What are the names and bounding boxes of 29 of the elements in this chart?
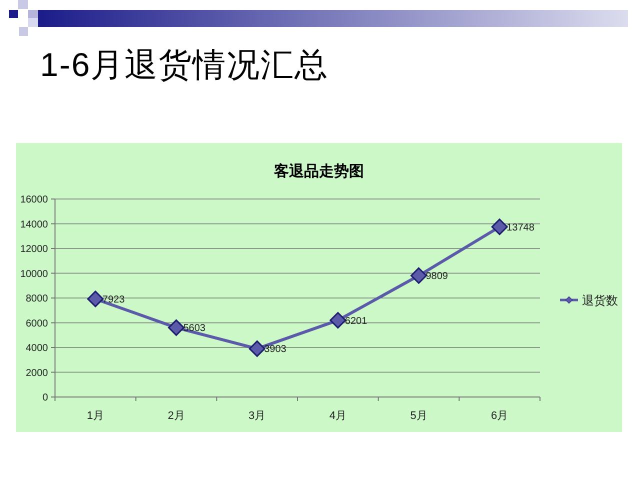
x-tick-label: 2月: [168, 410, 185, 422]
x-tick-label: 4月: [329, 410, 346, 422]
legend-item: 退货数: [560, 294, 618, 308]
point: [330, 312, 346, 329]
y-tick-label: 10000: [20, 268, 48, 280]
chart-title: 1-6月退货情况汇总: [40, 46, 329, 83]
data-label: 6201: [344, 316, 368, 327]
point: [491, 218, 508, 236]
y-tick-label: 2000: [26, 368, 48, 379]
point: [248, 340, 266, 357]
y-tick-label: 14000: [20, 219, 48, 230]
y-tick-label: 4000: [26, 343, 48, 354]
y-tick-label: 6000: [26, 318, 48, 330]
x-tick-label: 1月: [86, 410, 104, 422]
y-tick-label: 0: [42, 392, 48, 404]
x-tick-label: 6月: [491, 410, 508, 422]
y-tick-label: 8000: [26, 294, 48, 304]
data-label: 9809: [426, 271, 448, 282]
y-tick-label: 12000: [20, 244, 48, 255]
x-tick-label: 3月: [248, 410, 266, 422]
data-label: 13748: [506, 222, 535, 234]
data-label: 3903: [264, 344, 287, 356]
chart-subtitle: 客退品走势图: [273, 162, 364, 180]
y-tick-label: 16000: [20, 194, 48, 206]
legend-label: 退货数: [582, 294, 618, 308]
x-tick-label: 5月: [410, 410, 428, 422]
point: [87, 290, 104, 308]
point: [168, 319, 184, 336]
point: [410, 267, 427, 284]
